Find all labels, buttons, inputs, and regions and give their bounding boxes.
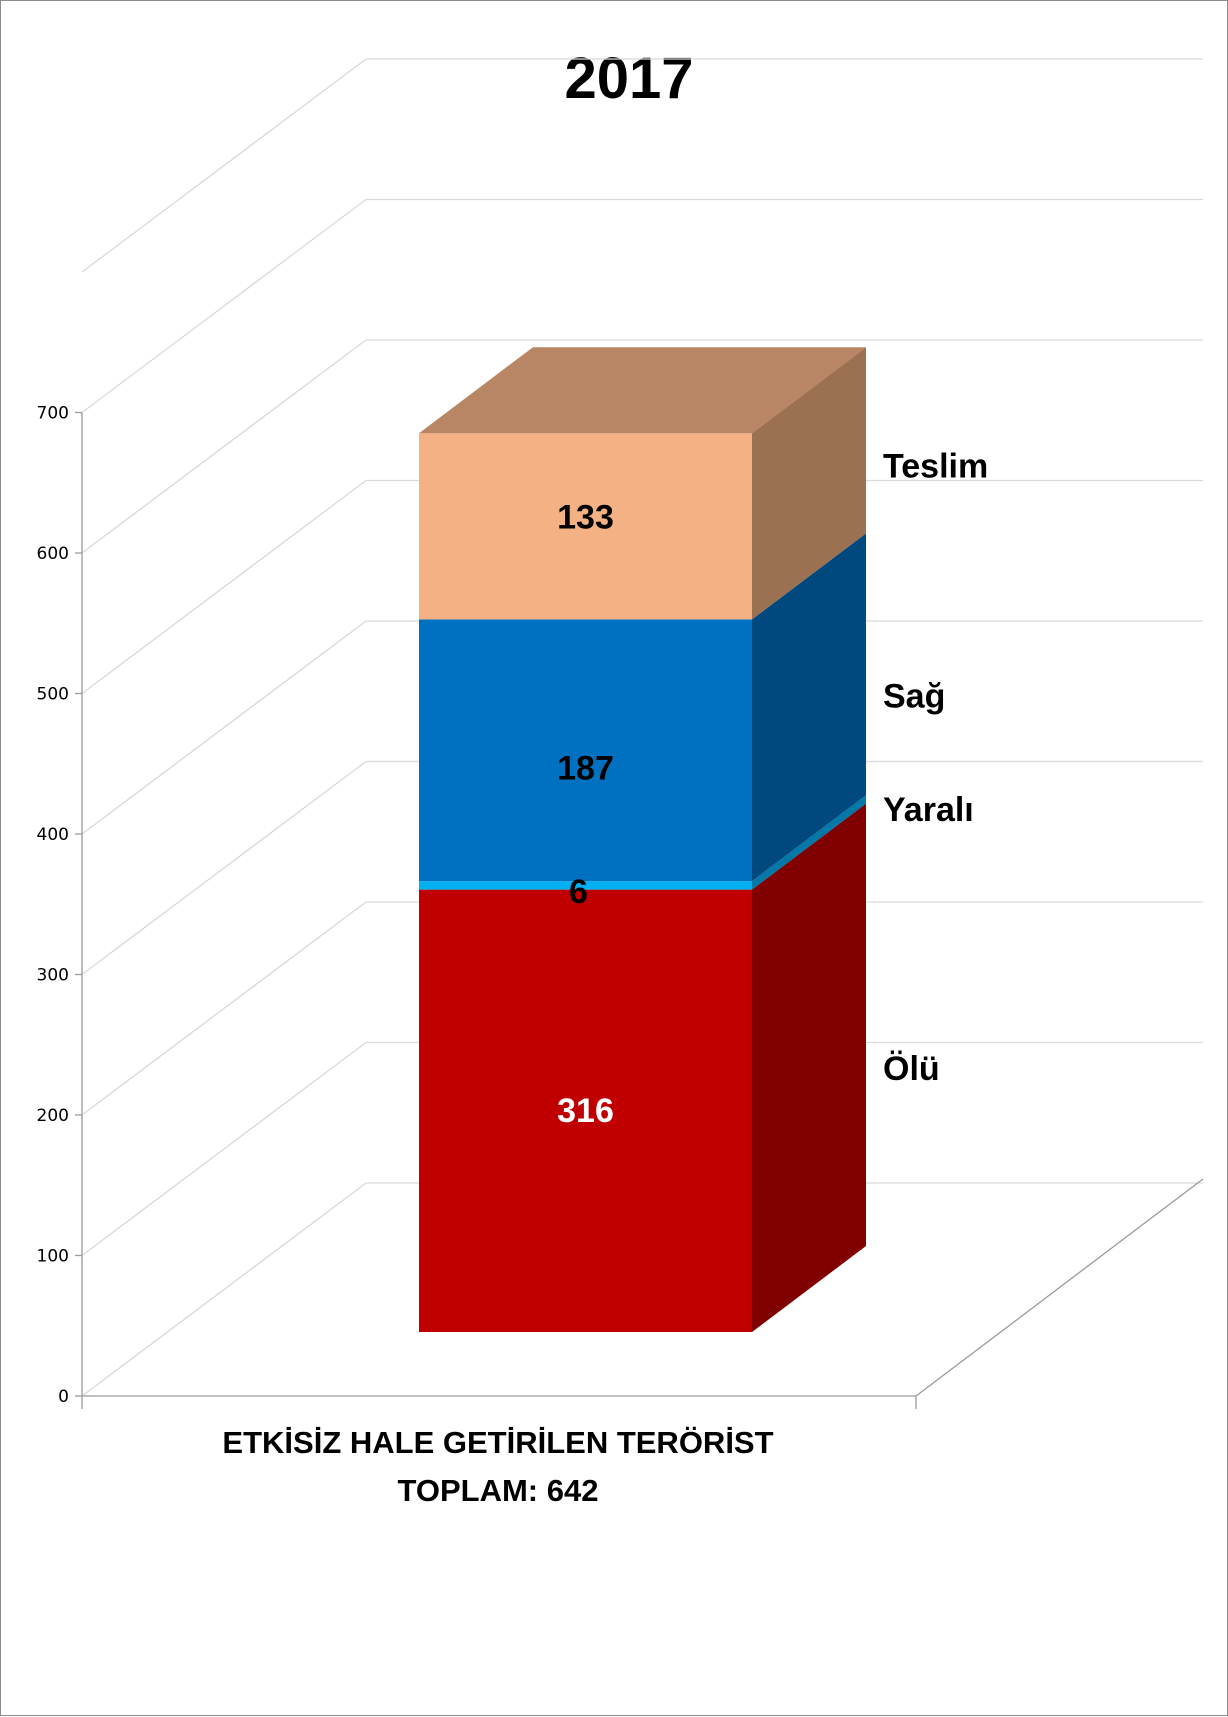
legend-item-0: Ölü [883,1050,940,1088]
category-caption-line-1: ETKİSİZ HALE GETİRİLEN TERÖRİST [222,1425,773,1460]
y-tick-label-200: 200 [37,1106,69,1126]
y-tick-label-500: 500 [37,685,69,705]
bar-segment-front-1 [419,881,752,890]
y-tick-label-100: 100 [37,1247,69,1267]
bar-segment-front-2 [419,619,752,882]
gridline-left-300 [81,760,367,976]
legend-item-1: Yaralı [883,791,974,829]
data-label-3: 133 [557,498,614,536]
legend: Ölü Yaralı Sağ Teslim [883,447,988,1088]
bar-segment-side-0 [752,803,866,1332]
y-tick-label-0: 0 [58,1387,69,1407]
gridline-left-700 [81,198,367,414]
bar-segment-front-0 [419,889,752,1332]
data-label-0: 316 [557,1092,614,1130]
bar-top-face [419,347,866,434]
y-tick-label-300: 300 [37,966,69,986]
floor-left-edge [81,1182,367,1397]
bar-segment-side-2 [752,533,866,882]
bar-segment-side-3 [752,347,866,620]
floor-right-edge [915,1178,1204,1397]
bar-segment-side-1 [752,795,866,890]
bar-segment-front-3 [419,433,752,620]
gridline-left-200 [81,901,367,1116]
y-tick-label-600: 600 [37,544,69,564]
stacked-bar: 316 6 187 133 [419,347,866,1332]
gridline-left-top [81,58,367,273]
data-label-1: 6 [569,873,588,911]
gridline-left-600 [81,339,367,554]
gridline-left-500 [81,479,367,695]
gridline-left-100 [81,1041,367,1257]
y-tick-label-400: 400 [37,825,69,845]
category-caption-line-2: TOPLAM: 642 [398,1473,599,1508]
legend-item-2: Sağ [883,677,945,715]
data-label-2: 187 [557,749,614,787]
legend-item-3: Teslim [883,447,988,485]
chart-title: 2017 [564,46,693,111]
gridline-left-400 [81,620,367,835]
y-tick-label-700: 700 [37,404,69,424]
category-caption: ETKİSİZ HALE GETİRİLEN TERÖRİST TOPLAM: … [222,1425,773,1508]
y-axis: 0 100 200 300 400 500 600 700 [37,404,83,1407]
